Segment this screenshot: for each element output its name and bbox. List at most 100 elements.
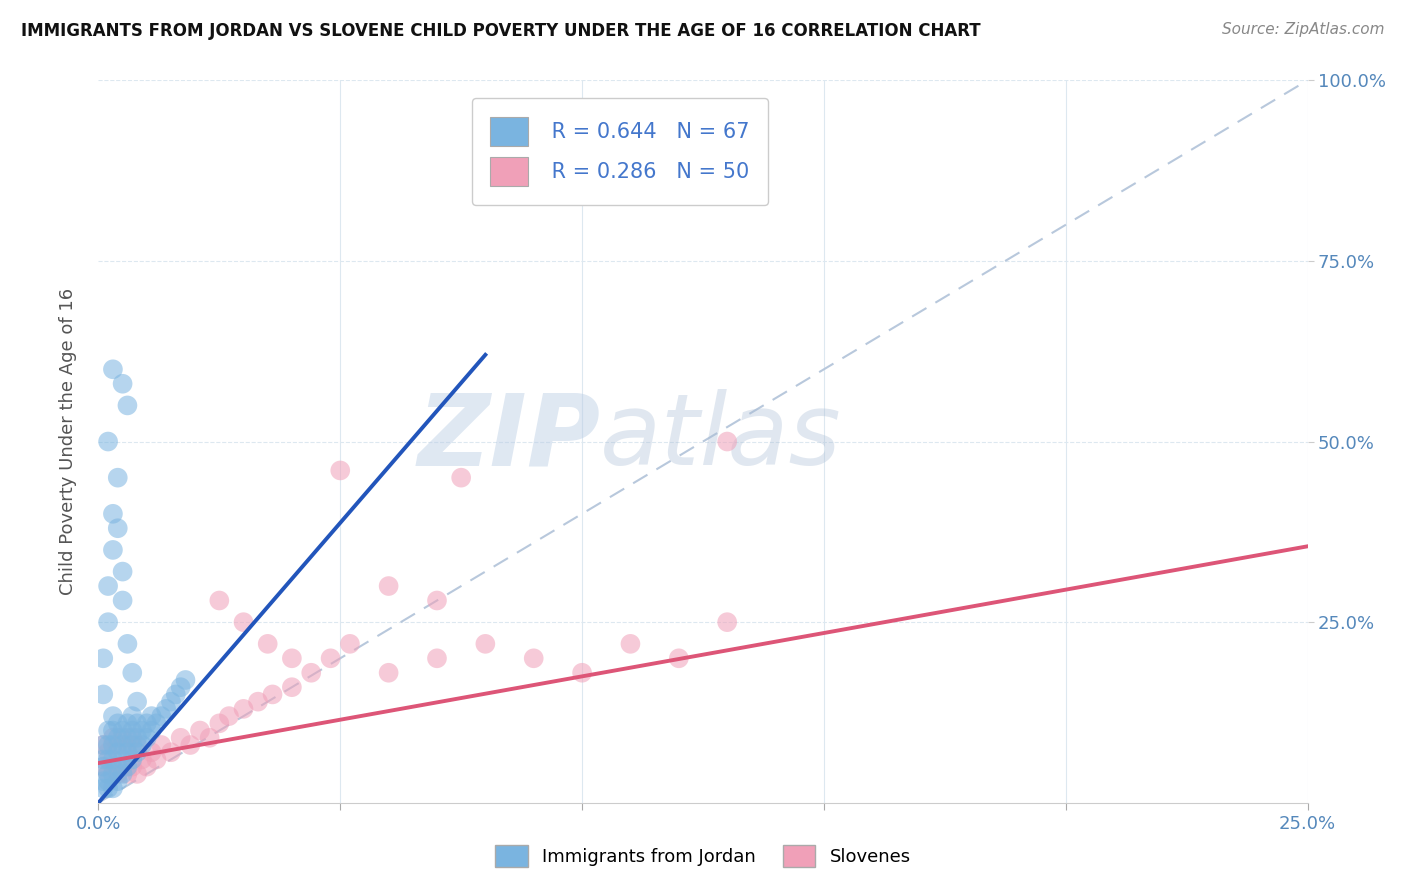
Point [281, 651, 304, 665]
Point [111, 738, 134, 752]
Point [101, 507, 124, 521]
Point [141, 709, 163, 723]
Point [91, 651, 114, 665]
Point [135, 760, 157, 774]
Point [131, 752, 153, 766]
Text: atlas: atlas [600, 390, 842, 486]
Point [101, 709, 124, 723]
Point [101, 362, 124, 376]
Point [281, 680, 304, 694]
Point [111, 731, 134, 745]
Point [121, 731, 143, 745]
Point [97, 767, 120, 781]
Point [155, 702, 177, 716]
Point [121, 723, 143, 738]
Point [101, 542, 124, 557]
Point [117, 716, 139, 731]
Point [97, 723, 120, 738]
Point [111, 752, 134, 766]
Point [101, 767, 124, 781]
Point [141, 723, 163, 738]
Point [107, 774, 129, 789]
Point [97, 615, 120, 630]
Point [716, 615, 738, 630]
Point [127, 767, 149, 781]
Point [101, 760, 124, 774]
Point [523, 651, 546, 665]
Point [426, 651, 449, 665]
Point [256, 637, 278, 651]
Point [232, 702, 254, 716]
Point [474, 637, 496, 651]
Point [619, 637, 641, 651]
Point [198, 731, 221, 745]
Point [208, 716, 231, 731]
Point [97, 774, 120, 789]
Point [716, 434, 738, 449]
Point [232, 615, 254, 630]
Point [111, 723, 134, 738]
Point [107, 745, 129, 759]
Point [97, 738, 120, 752]
Point [145, 716, 167, 731]
Point [145, 752, 167, 766]
Point [97, 579, 120, 593]
Point [329, 463, 352, 477]
Point [179, 738, 201, 752]
Point [107, 716, 129, 731]
Point [91, 687, 114, 701]
Point [135, 716, 157, 731]
Point [571, 665, 593, 680]
Point [165, 687, 187, 701]
Y-axis label: Child Poverty Under the Age of 16: Child Poverty Under the Age of 16 [59, 288, 77, 595]
Point [111, 760, 134, 774]
Point [160, 745, 183, 759]
Point [218, 709, 240, 723]
Point [160, 695, 183, 709]
Point [121, 752, 143, 766]
Point [91, 738, 114, 752]
Point [121, 709, 143, 723]
Point [111, 767, 134, 781]
Point [319, 651, 342, 665]
Point [188, 723, 211, 738]
Point [97, 781, 120, 796]
Point [262, 687, 284, 701]
Point [141, 745, 163, 759]
Point [91, 752, 114, 766]
Point [339, 637, 361, 651]
Point [107, 731, 129, 745]
Point [111, 565, 134, 579]
Point [97, 752, 120, 766]
Legend:  R = 0.644   N = 67,  R = 0.286   N = 50: R = 0.644 N = 67, R = 0.286 N = 50 [471, 98, 768, 205]
Point [111, 376, 134, 391]
Point [426, 593, 449, 607]
Point [150, 738, 173, 752]
Point [668, 651, 690, 665]
Point [299, 665, 322, 680]
Point [131, 723, 153, 738]
Point [107, 738, 129, 752]
Point [127, 716, 149, 731]
Point [150, 709, 173, 723]
Point [97, 767, 120, 781]
Point [117, 637, 139, 651]
Point [208, 593, 231, 607]
Point [121, 760, 143, 774]
Point [121, 665, 143, 680]
Point [101, 752, 124, 766]
Point [91, 760, 114, 774]
Text: IMMIGRANTS FROM JORDAN VS SLOVENE CHILD POVERTY UNDER THE AGE OF 16 CORRELATION : IMMIGRANTS FROM JORDAN VS SLOVENE CHILD … [21, 22, 981, 40]
Point [101, 738, 124, 752]
Legend: Immigrants from Jordan, Slovenes: Immigrants from Jordan, Slovenes [488, 838, 918, 874]
Point [107, 767, 129, 781]
Point [377, 579, 399, 593]
Point [450, 470, 472, 484]
Point [117, 731, 139, 745]
Point [127, 695, 149, 709]
Point [174, 673, 197, 687]
Point [101, 731, 124, 745]
Point [101, 723, 124, 738]
Point [117, 745, 139, 759]
Point [97, 745, 120, 759]
